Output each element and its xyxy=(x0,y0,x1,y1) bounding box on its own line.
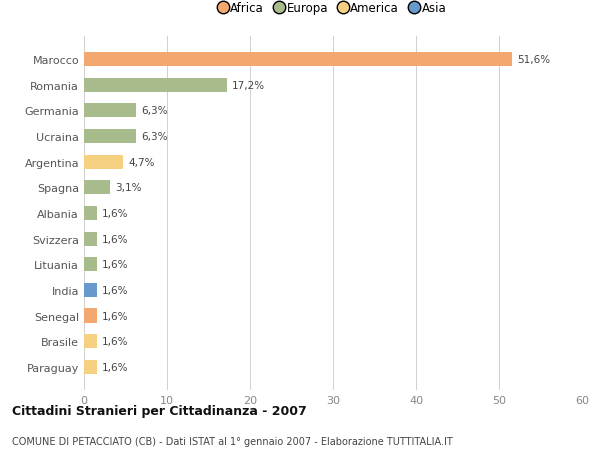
Text: 1,6%: 1,6% xyxy=(102,285,129,295)
Bar xyxy=(84,207,97,220)
Text: 17,2%: 17,2% xyxy=(232,80,265,90)
Legend: Africa, Europa, America, Asia: Africa, Europa, America, Asia xyxy=(220,2,446,15)
Bar xyxy=(84,283,97,297)
Bar xyxy=(84,104,136,118)
Bar xyxy=(84,129,136,144)
Bar xyxy=(84,309,97,323)
Bar xyxy=(84,257,97,272)
Text: 6,3%: 6,3% xyxy=(141,106,168,116)
Text: 1,6%: 1,6% xyxy=(102,208,129,218)
Bar xyxy=(84,360,97,374)
Bar xyxy=(84,232,97,246)
Bar xyxy=(84,53,512,67)
Bar xyxy=(84,181,110,195)
Text: 3,1%: 3,1% xyxy=(115,183,141,193)
Bar xyxy=(84,335,97,348)
Text: 51,6%: 51,6% xyxy=(517,55,550,65)
Text: 6,3%: 6,3% xyxy=(141,132,168,142)
Bar xyxy=(84,155,123,169)
Text: 1,6%: 1,6% xyxy=(102,311,129,321)
Text: 1,6%: 1,6% xyxy=(102,336,129,347)
Text: COMUNE DI PETACCIATO (CB) - Dati ISTAT al 1° gennaio 2007 - Elaborazione TUTTITA: COMUNE DI PETACCIATO (CB) - Dati ISTAT a… xyxy=(12,436,453,446)
Text: 1,6%: 1,6% xyxy=(102,260,129,269)
Bar xyxy=(84,78,227,92)
Text: 4,7%: 4,7% xyxy=(128,157,154,167)
Text: Cittadini Stranieri per Cittadinanza - 2007: Cittadini Stranieri per Cittadinanza - 2… xyxy=(12,404,307,417)
Text: 1,6%: 1,6% xyxy=(102,234,129,244)
Text: 1,6%: 1,6% xyxy=(102,362,129,372)
